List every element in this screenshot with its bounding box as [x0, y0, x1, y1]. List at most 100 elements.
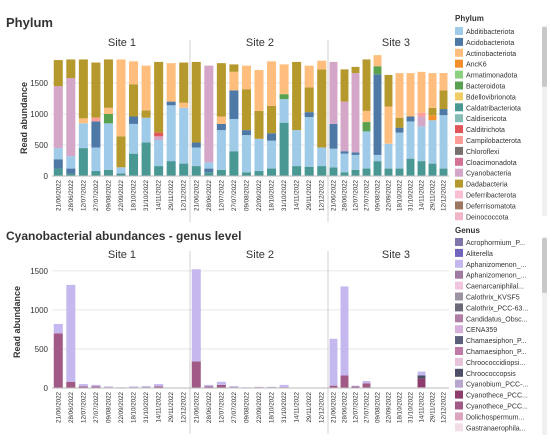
genus-plot-area: 0 500 1000 1500 21/06/2022 28/06/2022 12/07/20…	[30, 251, 449, 434]
phylum-bar-segment	[53, 60, 63, 87]
phylum-bar-segment	[292, 166, 302, 176]
phylum-bar-segment	[91, 62, 101, 118]
phylum-bar-segment	[267, 61, 277, 106]
genus-legend-label: Calothrix_KVSF5	[466, 295, 520, 302]
phylum-bar-segment	[351, 152, 360, 155]
genus-legend-swatch	[455, 401, 463, 410]
genus-x-tick-label: 28/06/2022	[342, 391, 349, 423]
phylum-site-3-header: Site 3	[382, 37, 410, 49]
genus-x-tick-label: 12/12/2022	[441, 391, 448, 423]
phylum-bar-segment	[362, 131, 371, 169]
phylum-bar-segment	[317, 69, 327, 148]
phylum-bar-segment	[304, 65, 314, 88]
phylum-bar-segment	[317, 166, 327, 176]
phylum-bar-segment	[166, 101, 176, 106]
genus-legend-items: Acrophormium_P... Aliterella Aphanizomenon…	[455, 238, 528, 432]
genus-legend-swatch	[455, 259, 463, 268]
phylum-legend-swatch	[455, 59, 463, 68]
phylum-bar-segment	[129, 123, 139, 154]
genus-legend-swatch	[455, 347, 463, 355]
phylum-bar-segment	[179, 102, 189, 108]
genus-x-tick-label: 18/10/2022	[131, 391, 138, 423]
genus-legend-title: Genus	[455, 226, 480, 235]
phylum-bar-segment	[340, 153, 349, 173]
phylum-bar-segment	[439, 73, 448, 91]
phylum-bar-segment	[229, 71, 239, 91]
phylum-bar-segment	[103, 59, 113, 108]
phylum-bar-segment	[406, 121, 415, 159]
phylum-bar-segment	[373, 161, 382, 176]
genus-bar-segment	[154, 384, 164, 387]
phylum-bar-segment	[373, 74, 382, 155]
genus-legend-scroll-thumb[interactable]	[542, 238, 547, 293]
phylum-bar-segment	[428, 115, 437, 121]
phylum-bar-segment	[351, 169, 360, 176]
phylum-bar-segment	[428, 163, 437, 176]
genus-bar-segment	[216, 381, 226, 385]
phylum-legend-label: Abditibacteriota	[466, 29, 514, 36]
phylum-bar-segment	[406, 158, 415, 176]
genus-x-tick-label: 14/11/2022	[156, 391, 163, 422]
genus-legend-label: Dolichospermum...	[466, 414, 524, 421]
phylum-bar-segment	[66, 59, 76, 79]
genus-x-tick-label: 12/07/2022	[80, 391, 87, 423]
phylum-bar-segment	[384, 143, 393, 169]
phylum-legend-scroll-thumb[interactable]	[542, 27, 547, 87]
genus-legend-swatch	[455, 390, 463, 399]
genus-x-tick-label: 28/06/2022	[206, 391, 213, 423]
phylum-bar-segment	[384, 106, 393, 144]
phylum-x-tick-label: 14/11/2022	[156, 179, 163, 210]
genus-x-tick-label: 09/08/2022	[105, 391, 112, 423]
genus-bar-segment	[362, 380, 371, 384]
genus-x-tick-label: 14/11/2022	[419, 391, 426, 422]
phylum-bar-segment	[216, 116, 226, 124]
phylum-legend-swatch	[455, 81, 463, 90]
genus-legend-swatch	[455, 281, 463, 290]
genus-bar-segment	[53, 333, 63, 388]
genus-x-tick-label: 09/08/2022	[375, 391, 382, 423]
genus-bar-segment	[329, 338, 338, 386]
phylum-bar-segment	[395, 127, 404, 133]
genus-legend-swatch	[455, 270, 463, 279]
phylum-x-tick-label: 27/07/2022	[231, 179, 238, 211]
phylum-bar-segment	[179, 163, 189, 176]
phylum-legend-swatch	[455, 125, 463, 134]
phylum-x-tick-label: 28/06/2022	[206, 179, 213, 211]
genus-legend-label: Cyanobium_PCC-...	[466, 382, 528, 389]
genus-x-tick-label: 22/09/2022	[256, 391, 263, 423]
phylum-x-tick-label: 12/07/2022	[80, 179, 87, 211]
phylum-legend-label: Caldatribacteriota	[466, 105, 521, 112]
phylum-bar-segment	[406, 73, 415, 117]
phylum-bar-segment	[116, 136, 126, 168]
phylum-bar-segment	[53, 86, 63, 149]
genus-legend-scrollbar[interactable]	[542, 237, 547, 435]
phylum-bar-segment	[340, 69, 349, 102]
phylum-bar-segment	[340, 101, 349, 152]
genus-bar-segment	[91, 386, 101, 388]
phylum-bar-segment	[395, 117, 404, 128]
genus-legend-label: Caenarcaniphilal...	[466, 284, 524, 291]
phylum-legend-scrollbar[interactable]	[542, 26, 547, 216]
phylum-bar-segment	[384, 168, 393, 176]
phylum-bar-segment	[53, 159, 63, 169]
genus-chart-title: Cyanobacterial abundances - genus level	[6, 229, 241, 243]
phylum-legend-swatch	[455, 157, 463, 166]
genus-legend-label: Chroococcopsis	[466, 371, 516, 378]
phylum-x-tick-label: 12/07/2022	[353, 179, 360, 211]
phylum-bar-segment	[129, 116, 139, 124]
genus-legend-swatch	[455, 292, 463, 301]
genus-bar-segment	[53, 323, 63, 334]
phylum-bar-segment	[166, 105, 176, 162]
genus-x-tick-label: 18/10/2022	[269, 391, 276, 423]
phylum-x-tick-label: 31/10/2022	[281, 179, 288, 211]
phylum-bar-segment	[340, 151, 349, 154]
phylum-bar-segment	[241, 172, 251, 176]
phylum-legend-label: Chloroflexi	[466, 149, 500, 156]
phylum-bar-segment	[417, 116, 426, 127]
genus-x-tick-label: 12/07/2022	[218, 391, 225, 423]
phylum-legend-items: Abditibacteriota Acidobacteriota Actinobac…	[455, 27, 521, 221]
phylum-bar-segment	[267, 140, 277, 169]
phylum-y-tick-label: 1000	[30, 110, 48, 119]
phylum-x-tick-label: 09/08/2022	[243, 179, 250, 211]
genus-bar-segment	[417, 375, 426, 379]
